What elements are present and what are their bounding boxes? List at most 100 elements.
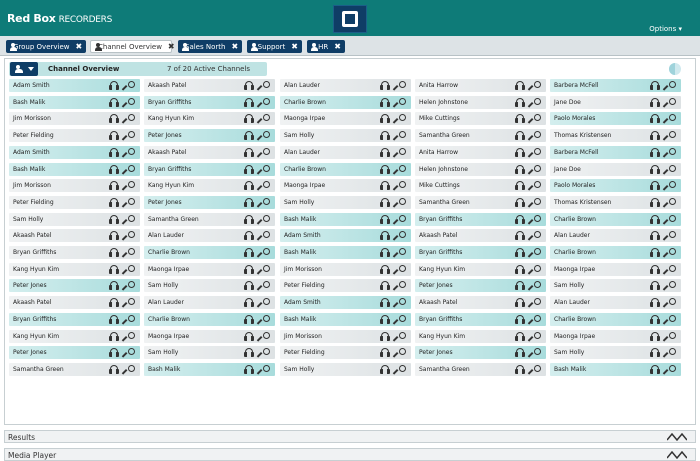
channel-cell[interactable]: Alan Lauder [144, 296, 275, 310]
search-icon[interactable] [125, 264, 135, 275]
close-icon[interactable]: ✖ [167, 42, 175, 51]
search-icon[interactable] [666, 214, 676, 225]
options-menu[interactable]: Options ▾ [649, 25, 682, 33]
search-icon[interactable] [125, 97, 135, 108]
channel-cell[interactable]: Thomas Kristensen [550, 129, 681, 143]
headphones-icon[interactable] [109, 364, 119, 374]
search-icon[interactable] [260, 314, 270, 325]
search-icon[interactable] [666, 81, 676, 91]
search-icon[interactable] [666, 164, 676, 175]
search-icon[interactable] [396, 331, 406, 342]
home-logo-icon[interactable] [333, 5, 367, 33]
channel-cell[interactable]: Bash Malik [550, 362, 681, 376]
headphones-icon[interactable] [244, 314, 254, 324]
headphones-icon[interactable] [515, 348, 525, 358]
search-icon[interactable] [531, 364, 541, 375]
headphones-icon[interactable] [515, 231, 525, 241]
channel-cell[interactable]: Barbera McFell [550, 145, 681, 159]
headphones-icon[interactable] [515, 97, 525, 107]
headphones-icon[interactable] [109, 231, 119, 241]
search-icon[interactable] [125, 248, 135, 258]
search-icon[interactable] [531, 147, 541, 158]
search-icon[interactable] [125, 331, 135, 342]
channel-cell[interactable]: Samantha Green [415, 129, 546, 143]
view-selector-button[interactable] [10, 62, 38, 76]
close-icon[interactable]: ✖ [231, 42, 239, 51]
headphones-icon[interactable] [515, 147, 525, 157]
channel-cell[interactable]: Akaash Patel [415, 229, 546, 243]
channel-cell[interactable]: Alan Lauder [144, 229, 275, 243]
search-icon[interactable] [260, 164, 270, 175]
headphones-icon[interactable] [380, 298, 390, 308]
channel-cell[interactable]: Peter Jones [415, 346, 546, 360]
headphones-icon[interactable] [109, 348, 119, 358]
search-icon[interactable] [531, 114, 541, 124]
search-icon[interactable] [531, 298, 541, 308]
search-icon[interactable] [396, 214, 406, 225]
search-icon[interactable] [531, 264, 541, 275]
headphones-icon[interactable] [244, 147, 254, 157]
search-icon[interactable] [666, 298, 676, 308]
tab-group-overview[interactable]: Group Overview ✖ [6, 40, 86, 53]
channel-cell[interactable]: Maonga Irpae [280, 179, 411, 193]
channel-cell[interactable]: Kang Hyun Kim [415, 329, 546, 343]
search-icon[interactable] [396, 364, 406, 375]
headphones-icon[interactable] [109, 331, 119, 341]
channel-cell[interactable]: Jim Morisson [9, 112, 140, 126]
search-icon[interactable] [260, 281, 270, 291]
headphones-icon[interactable] [515, 81, 525, 90]
search-icon[interactable] [396, 97, 406, 108]
channel-cell[interactable]: Charlie Brown [144, 312, 275, 326]
channel-cell[interactable]: Peter Fielding [280, 346, 411, 360]
search-icon[interactable] [666, 248, 676, 258]
headphones-icon[interactable] [109, 264, 119, 274]
channel-cell[interactable]: Bryan Griffiths [9, 246, 140, 259]
headphones-icon[interactable] [380, 348, 390, 358]
headphones-icon[interactable] [380, 364, 390, 374]
headphones-icon[interactable] [109, 97, 119, 107]
search-icon[interactable] [260, 114, 270, 124]
search-icon[interactable] [260, 147, 270, 158]
headphones-icon[interactable] [650, 81, 660, 90]
channel-cell[interactable]: Maonga Irpae [550, 329, 681, 343]
channel-cell[interactable]: Akaash Patel [9, 296, 140, 310]
search-icon[interactable] [125, 147, 135, 158]
channel-cell[interactable]: Charlie Brown [550, 212, 681, 226]
search-icon[interactable] [666, 147, 676, 158]
headphones-icon[interactable] [515, 114, 525, 124]
channel-cell[interactable]: Sam Holly [144, 279, 275, 293]
headphones-icon[interactable] [380, 164, 390, 174]
headphones-icon[interactable] [244, 197, 254, 207]
headphones-icon[interactable] [380, 264, 390, 274]
headphones-icon[interactable] [650, 214, 660, 224]
headphones-icon[interactable] [244, 214, 254, 224]
media-player-bar[interactable]: Media Player [4, 448, 696, 461]
search-icon[interactable] [260, 214, 270, 225]
search-icon[interactable] [396, 298, 406, 308]
channel-cell[interactable]: Helen Johnstone [415, 162, 546, 176]
search-icon[interactable] [396, 281, 406, 291]
headphones-icon[interactable] [109, 214, 119, 224]
search-icon[interactable] [396, 114, 406, 124]
headphones-icon[interactable] [650, 314, 660, 324]
headphones-icon[interactable] [650, 197, 660, 207]
search-icon[interactable] [125, 298, 135, 308]
channel-cell[interactable]: Kang Hyun Kim [144, 112, 275, 126]
channel-cell[interactable]: Kang Hyun Kim [415, 262, 546, 276]
channel-cell[interactable]: Sam Holly [550, 279, 681, 293]
channel-cell[interactable]: Kang Hyun Kim [9, 329, 140, 343]
channel-cell[interactable]: Jim Morisson [280, 329, 411, 343]
channel-cell[interactable]: Samantha Green [144, 212, 275, 226]
channel-cell[interactable]: Charlie Brown [550, 312, 681, 326]
channel-cell[interactable]: Maonga Irpae [144, 329, 275, 343]
search-icon[interactable] [260, 348, 270, 358]
headphones-icon[interactable] [244, 164, 254, 174]
headphones-icon[interactable] [515, 264, 525, 274]
headphones-icon[interactable] [244, 331, 254, 341]
search-icon[interactable] [396, 197, 406, 208]
headphones-icon[interactable] [515, 181, 525, 191]
search-icon[interactable] [396, 131, 406, 141]
search-icon[interactable] [396, 181, 406, 191]
search-icon[interactable] [396, 164, 406, 175]
channel-cell[interactable]: Adam Smith [280, 296, 411, 310]
